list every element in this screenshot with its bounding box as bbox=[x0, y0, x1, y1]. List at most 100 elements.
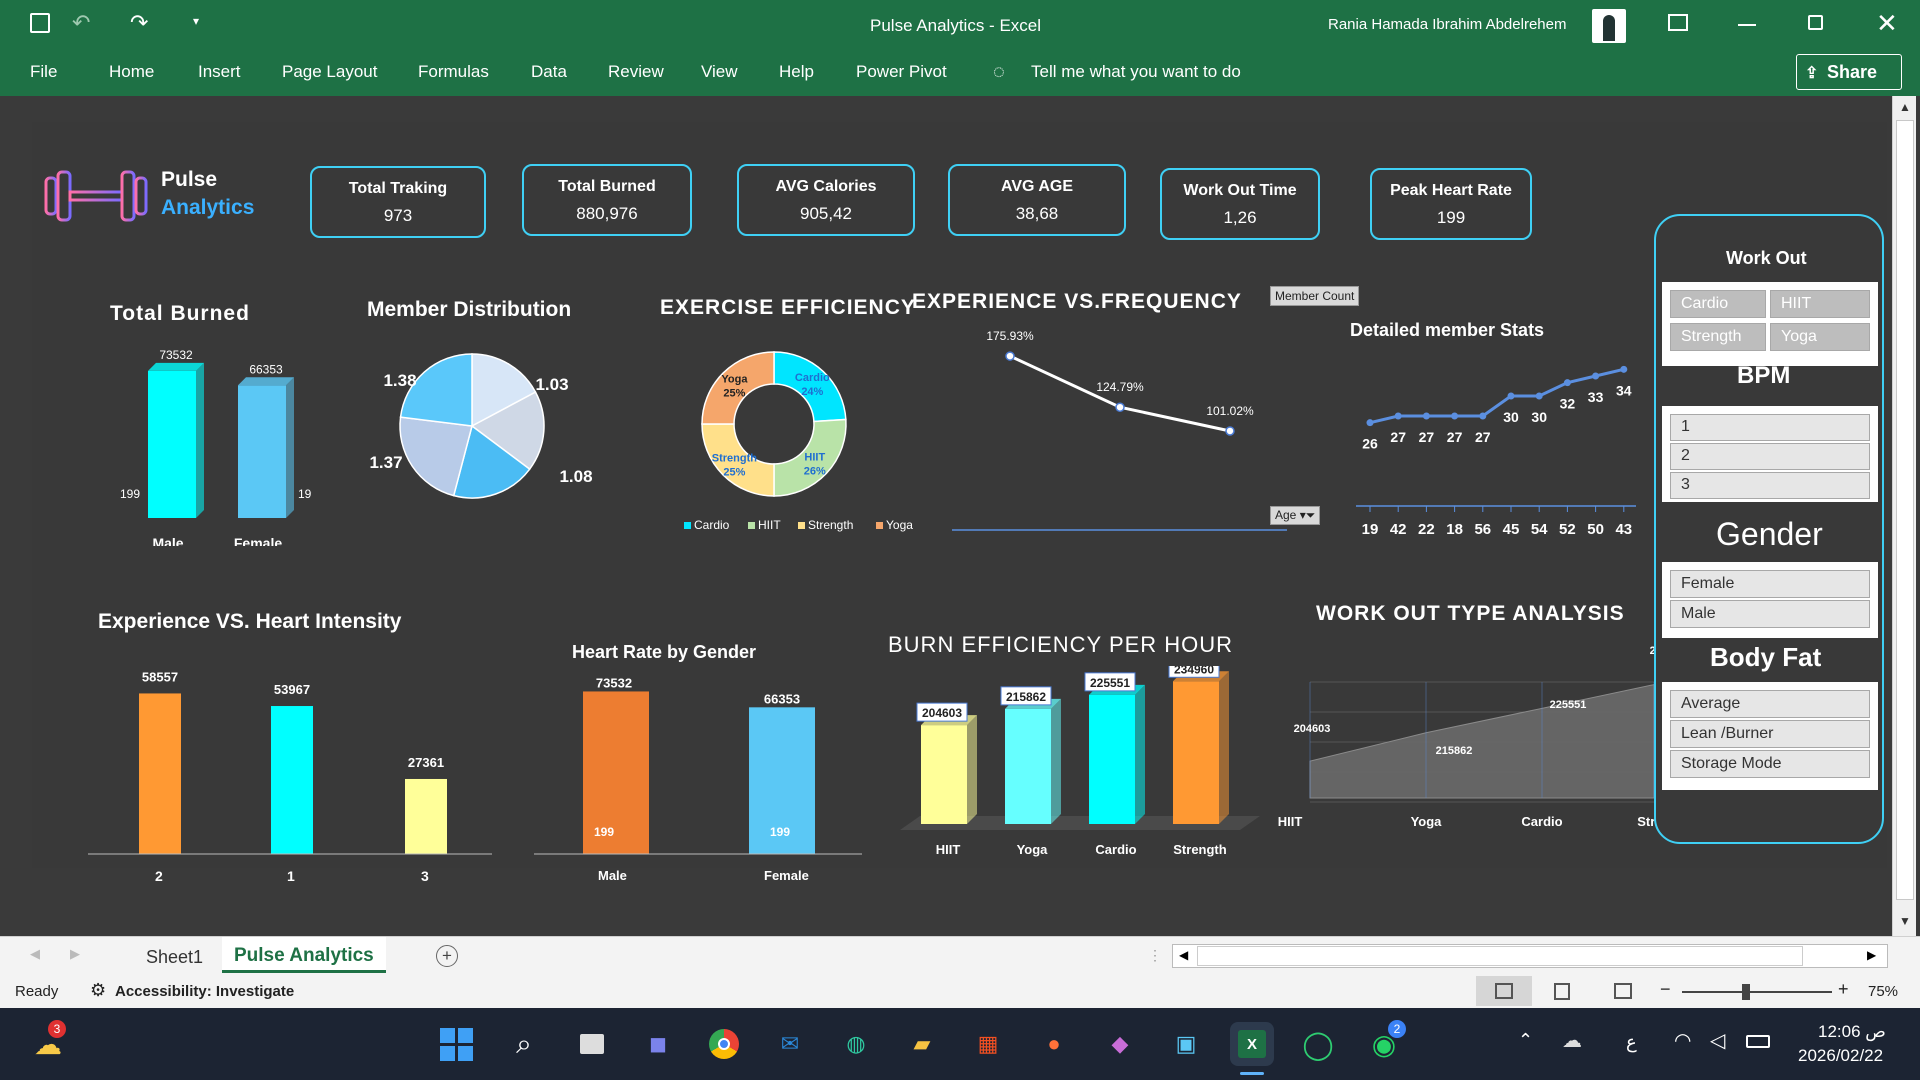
copilot-icon[interactable]: ◆ bbox=[1111, 1031, 1129, 1056]
add-sheet-icon[interactable]: + bbox=[436, 945, 458, 967]
clock-date[interactable]: 2026/02/22 bbox=[1798, 1046, 1884, 1065]
scroll-h-thumb[interactable] bbox=[1197, 946, 1803, 966]
restore-icon[interactable] bbox=[1808, 15, 1823, 30]
scroll-up-arrow[interactable]: ▲ bbox=[1899, 100, 1911, 114]
slicer-item-storage[interactable]: Storage Mode bbox=[1670, 750, 1870, 778]
tab-view[interactable]: View bbox=[701, 62, 738, 81]
split-handle[interactable]: ⋮ bbox=[1148, 947, 1162, 963]
tell-me-search[interactable]: Tell me what you want to do bbox=[1031, 62, 1241, 81]
data-label-box bbox=[1168, 666, 1220, 678]
slicer-item-lean[interactable]: Lean /Burner bbox=[1670, 720, 1870, 748]
chrome-icon[interactable] bbox=[702, 1022, 746, 1066]
bar bbox=[271, 706, 313, 854]
wifi-icon[interactable]: ◠ bbox=[1674, 1030, 1692, 1052]
data-label: 25% bbox=[723, 467, 745, 479]
scroll-down-arrow[interactable]: ▼ bbox=[1899, 914, 1911, 928]
customize-toolbar-icon[interactable]: ▾ bbox=[193, 14, 200, 28]
horizontal-scrollbar[interactable]: ◀ ▶ bbox=[1172, 944, 1888, 968]
category-label: 56 bbox=[1474, 521, 1491, 536]
save-icon[interactable] bbox=[30, 13, 50, 33]
slicer-item-hiit[interactable]: HIIT bbox=[1770, 290, 1870, 318]
tab-insert[interactable]: Insert bbox=[198, 62, 241, 81]
windows-start-icon[interactable] bbox=[434, 1022, 478, 1066]
member-count-field-button[interactable]: Member Count bbox=[1270, 286, 1360, 306]
data-point bbox=[1422, 412, 1430, 420]
bar bbox=[583, 691, 649, 854]
slicer-item-bpm-1[interactable]: 1 bbox=[1670, 414, 1870, 441]
tab-formulas[interactable]: Formulas bbox=[418, 62, 489, 81]
close-icon[interactable]: ✕ bbox=[1876, 8, 1898, 38]
avatar[interactable] bbox=[1592, 9, 1626, 43]
tab-data[interactable]: Data bbox=[531, 62, 567, 81]
zoom-in-icon[interactable]: + bbox=[1838, 979, 1849, 999]
zoom-slider[interactable] bbox=[1682, 984, 1832, 1000]
prev-sheet-arrow[interactable]: ◀ bbox=[30, 946, 40, 961]
sheet-area: ▲ ▼ Pulse Analytics Total Traking 973 Tot… bbox=[0, 96, 1920, 936]
data-label: 27 bbox=[1390, 429, 1406, 445]
store-icon[interactable]: ▦ bbox=[977, 1031, 999, 1056]
slicer-item-bpm-3[interactable]: 3 bbox=[1670, 472, 1870, 499]
tab-sheet1[interactable]: Sheet1 bbox=[146, 947, 204, 967]
tab-file[interactable]: File bbox=[30, 62, 58, 81]
data-label: 27 bbox=[1419, 429, 1435, 445]
pie-slice bbox=[471, 353, 537, 428]
accessibility-status[interactable]: Accessibility: Investigate bbox=[115, 983, 295, 1000]
zoom-out-icon[interactable]: − bbox=[1660, 979, 1671, 999]
next-sheet-arrow[interactable]: ▶ bbox=[70, 946, 80, 961]
page-break-view-icon[interactable] bbox=[1614, 983, 1632, 999]
accessibility-icon: ⚙ bbox=[90, 980, 107, 1000]
data-label: 1.37 bbox=[369, 453, 402, 472]
slicer-item-average[interactable]: Average bbox=[1670, 690, 1870, 718]
minimize-icon[interactable] bbox=[1738, 24, 1756, 26]
search-icon[interactable]: ⌕ bbox=[516, 1027, 532, 1059]
ribbon-display-icon[interactable] bbox=[1668, 14, 1688, 31]
tab-pulse-analytics[interactable]: Pulse Analytics bbox=[222, 937, 386, 973]
data-label-box bbox=[916, 702, 968, 722]
remote-desktop-icon[interactable]: ▣ bbox=[1175, 1031, 1197, 1056]
tab-help[interactable]: Help bbox=[779, 62, 814, 81]
file-explorer-icon[interactable]: ▰ bbox=[913, 1031, 931, 1056]
slicer-item-bpm-2[interactable]: 2 bbox=[1670, 443, 1870, 470]
slicer-title-gender: Gender bbox=[1716, 516, 1823, 552]
edge-icon[interactable]: ◍ bbox=[846, 1031, 866, 1056]
zoom-level[interactable]: 75% bbox=[1868, 983, 1899, 1000]
slicer-item-yoga[interactable]: Yoga bbox=[1770, 323, 1870, 351]
undo-icon[interactable]: ↶ bbox=[72, 10, 91, 35]
vertical-scrollbar[interactable]: ▲ ▼ bbox=[1892, 96, 1916, 936]
share-button[interactable]: ⇪ Share bbox=[1796, 54, 1902, 90]
scroll-right-arrow[interactable]: ▶ bbox=[1867, 948, 1877, 962]
tray-chevron-icon[interactable]: ⌃ bbox=[1518, 1030, 1534, 1050]
volume-icon[interactable]: ◁ bbox=[1710, 1030, 1726, 1052]
firefox-icon[interactable]: ● bbox=[1047, 1031, 1061, 1056]
tab-home[interactable]: Home bbox=[109, 62, 155, 81]
slicer-item-cardio[interactable]: Cardio bbox=[1670, 290, 1766, 318]
battery-icon[interactable] bbox=[1746, 1035, 1770, 1048]
slicer-item-male[interactable]: Male bbox=[1670, 600, 1870, 628]
refresh-app-icon[interactable]: ◯ bbox=[1302, 1028, 1334, 1060]
tab-page-layout[interactable]: Page Layout bbox=[282, 62, 378, 81]
scroll-left-arrow[interactable]: ◀ bbox=[1179, 948, 1189, 962]
slicer-gender: Female Male bbox=[1662, 562, 1878, 638]
data-label: 73532 bbox=[596, 675, 632, 690]
data-point bbox=[1535, 392, 1543, 400]
tab-power-pivot[interactable]: Power Pivot bbox=[856, 62, 947, 81]
onedrive-icon[interactable]: ☁ bbox=[1562, 1030, 1582, 1052]
legend-label: Yoga bbox=[886, 518, 913, 532]
language-indicator[interactable]: ع bbox=[1626, 1032, 1637, 1052]
normal-view-icon[interactable] bbox=[1476, 976, 1532, 1006]
category-label: 22 bbox=[1418, 521, 1435, 536]
clock-time[interactable]: 12:06 ص bbox=[1818, 1022, 1886, 1041]
age-field-button[interactable]: Age ▾⏷ bbox=[1270, 506, 1321, 525]
redo-icon[interactable]: ↷ bbox=[130, 10, 149, 35]
excel-taskbar-icon[interactable]: X bbox=[1230, 1022, 1274, 1066]
teams-icon[interactable]: ◼ bbox=[648, 1031, 668, 1056]
slicer-item-female[interactable]: Female bbox=[1670, 570, 1870, 598]
slicer-item-strength[interactable]: Strength bbox=[1670, 323, 1766, 351]
task-view-icon[interactable] bbox=[570, 1022, 614, 1066]
scroll-thumb[interactable] bbox=[1896, 120, 1914, 900]
outlook-icon[interactable]: ✉ bbox=[780, 1031, 800, 1056]
tab-review[interactable]: Review bbox=[608, 62, 664, 81]
page-layout-view-icon[interactable] bbox=[1554, 983, 1570, 1000]
legend-marker bbox=[876, 522, 883, 529]
category-label: Cardio bbox=[1095, 842, 1136, 857]
